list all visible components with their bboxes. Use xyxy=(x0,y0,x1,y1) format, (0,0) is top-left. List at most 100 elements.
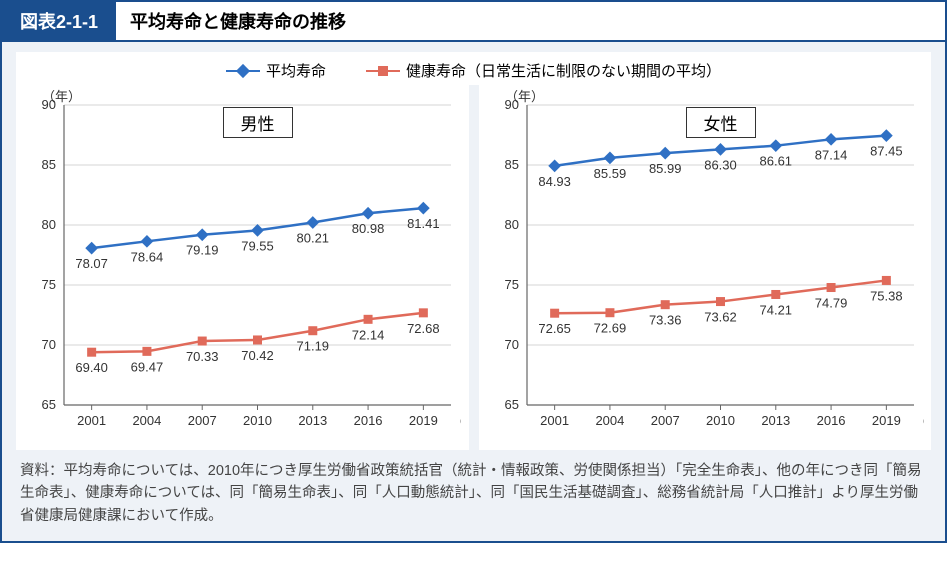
x-tick-label: 2013 xyxy=(761,413,790,428)
x-tick-label: 2001 xyxy=(77,413,106,428)
y-axis-unit: （年） xyxy=(505,89,544,104)
y-tick-label: 80 xyxy=(42,217,56,232)
series-marker-health xyxy=(771,290,780,299)
x-tick-label: 2019 xyxy=(409,413,438,428)
value-label-life: 81.41 xyxy=(407,216,440,231)
x-axis-unit: （年） xyxy=(916,414,924,428)
series-marker-health xyxy=(660,300,669,309)
series-marker-life xyxy=(196,228,209,241)
series-marker-life xyxy=(658,147,671,160)
y-tick-label: 70 xyxy=(504,337,518,352)
value-label-health: 69.47 xyxy=(131,359,164,374)
value-label-health: 75.38 xyxy=(870,288,903,303)
value-label-health: 70.33 xyxy=(186,349,219,364)
series-marker-life xyxy=(85,242,98,255)
value-label-life: 79.19 xyxy=(186,243,219,258)
series-marker-life xyxy=(362,207,375,220)
y-tick-label: 70 xyxy=(42,337,56,352)
x-tick-label: 2010 xyxy=(243,413,272,428)
series-marker-health xyxy=(716,297,725,306)
y-tick-label: 75 xyxy=(42,277,56,292)
series-marker-health xyxy=(605,308,614,317)
value-label-life: 87.14 xyxy=(814,147,847,162)
x-tick-label: 2004 xyxy=(595,413,624,428)
value-label-life: 85.99 xyxy=(648,161,681,176)
value-label-life: 85.59 xyxy=(593,166,626,181)
series-marker-life xyxy=(417,202,430,215)
charts-row: 6570758085902001200420072010201320162019… xyxy=(16,85,931,450)
series-marker-life xyxy=(824,133,837,146)
figure-id: 図表2-1-1 xyxy=(2,2,116,40)
panel-title: 男性 xyxy=(223,107,293,138)
panel-title: 女性 xyxy=(685,107,755,138)
value-label-health: 72.65 xyxy=(538,321,571,336)
chart-svg: 6570758085902001200420072010201320162019… xyxy=(479,85,924,445)
value-label-life: 80.98 xyxy=(352,221,385,236)
legend-swatch-life xyxy=(226,70,260,72)
series-marker-life xyxy=(714,143,727,156)
series-marker-health xyxy=(253,335,262,344)
x-tick-label: 2016 xyxy=(354,413,383,428)
x-tick-label: 2004 xyxy=(132,413,161,428)
figure-footnote: 資料：平均寿命については、2010年につき厚生労働省政策統括官（統計・情報政策、… xyxy=(16,450,931,531)
x-tick-label: 2019 xyxy=(871,413,900,428)
chart-panel-male: 6570758085902001200420072010201320162019… xyxy=(16,85,469,450)
value-label-life: 84.93 xyxy=(538,174,571,189)
series-marker-life xyxy=(879,129,892,142)
legend-label-health: 健康寿命（日常生活に制限のない期間の平均） xyxy=(406,60,721,81)
series-marker-health xyxy=(87,348,96,357)
figure-header: 図表2-1-1 平均寿命と健康寿命の推移 xyxy=(2,2,945,42)
series-marker-health xyxy=(198,337,207,346)
x-tick-label: 2010 xyxy=(706,413,735,428)
y-tick-label: 80 xyxy=(504,217,518,232)
value-label-life: 79.55 xyxy=(241,238,274,253)
x-tick-label: 2007 xyxy=(650,413,679,428)
x-tick-label: 2001 xyxy=(540,413,569,428)
series-marker-health xyxy=(308,326,317,335)
series-marker-health xyxy=(142,347,151,356)
legend-item-life: 平均寿命 xyxy=(226,60,326,81)
y-tick-label: 85 xyxy=(42,157,56,172)
x-tick-label: 2016 xyxy=(816,413,845,428)
chart-panel-female: 6570758085902001200420072010201320162019… xyxy=(479,85,932,450)
legend-swatch-health xyxy=(366,70,400,72)
series-marker-health xyxy=(881,276,890,285)
series-marker-life xyxy=(251,224,264,237)
series-marker-health xyxy=(364,315,373,324)
value-label-health: 72.69 xyxy=(593,321,626,336)
value-label-health: 72.68 xyxy=(407,321,440,336)
value-label-health: 72.14 xyxy=(352,327,385,342)
series-marker-life xyxy=(769,139,782,152)
value-label-health: 73.62 xyxy=(704,310,737,325)
y-axis-unit: （年） xyxy=(42,89,81,104)
legend-label-life: 平均寿命 xyxy=(266,60,326,81)
series-marker-health xyxy=(826,283,835,292)
figure-title: 平均寿命と健康寿命の推移 xyxy=(116,2,360,40)
series-marker-health xyxy=(550,309,559,318)
chart-svg: 6570758085902001200420072010201320162019… xyxy=(16,85,461,445)
y-tick-label: 65 xyxy=(42,397,56,412)
value-label-health: 70.42 xyxy=(241,348,274,363)
y-tick-label: 75 xyxy=(504,277,518,292)
y-tick-label: 85 xyxy=(504,157,518,172)
legend-item-health: 健康寿命（日常生活に制限のない期間の平均） xyxy=(366,60,721,81)
x-tick-label: 2007 xyxy=(188,413,217,428)
value-label-health: 73.36 xyxy=(648,313,681,328)
value-label-health: 69.40 xyxy=(75,360,108,375)
series-marker-life xyxy=(548,159,561,172)
x-axis-unit: （年） xyxy=(453,414,461,428)
figure-body: 平均寿命 健康寿命（日常生活に制限のない期間の平均） 6570758085902… xyxy=(2,42,945,541)
value-label-health: 74.21 xyxy=(759,302,792,317)
x-tick-label: 2013 xyxy=(298,413,327,428)
value-label-life: 78.07 xyxy=(75,256,108,271)
value-label-life: 78.64 xyxy=(131,249,164,264)
y-tick-label: 65 xyxy=(504,397,518,412)
value-label-health: 71.19 xyxy=(297,339,330,354)
value-label-life: 86.30 xyxy=(704,157,737,172)
value-label-life: 86.61 xyxy=(759,154,792,169)
series-marker-life xyxy=(141,235,154,248)
value-label-life: 87.45 xyxy=(870,144,903,159)
value-label-life: 80.21 xyxy=(297,230,330,245)
series-marker-health xyxy=(419,308,428,317)
series-marker-life xyxy=(306,216,319,229)
